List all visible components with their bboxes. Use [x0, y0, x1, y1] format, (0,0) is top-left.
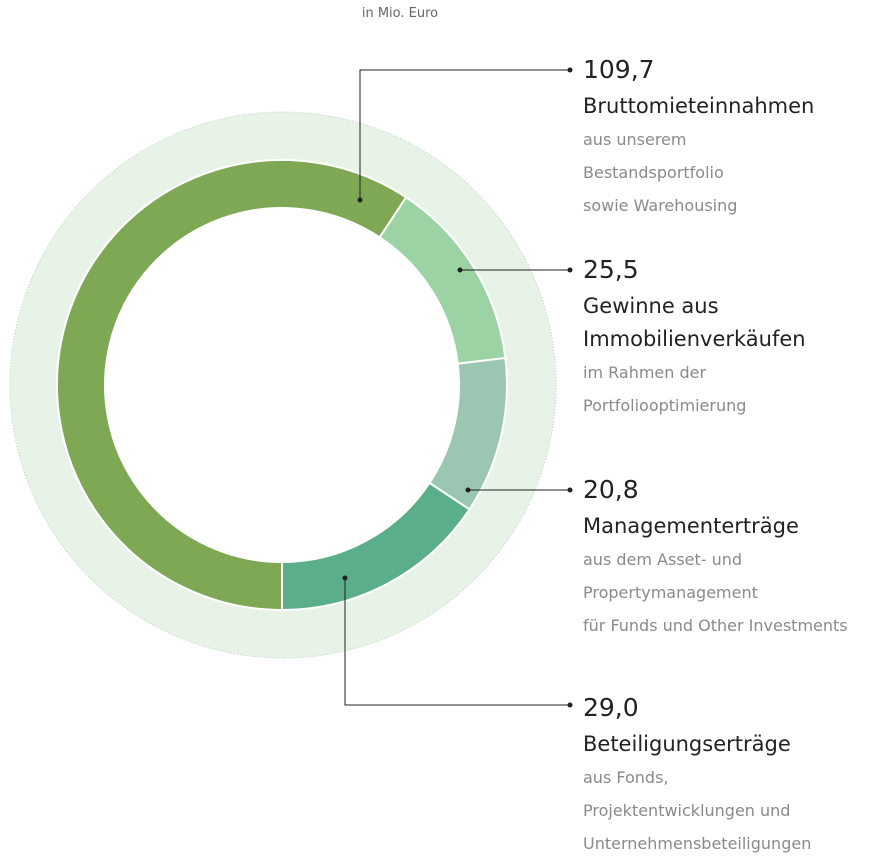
leader-line — [344, 578, 570, 706]
category-label: Gewinne aus Immobilienverkäufen — [583, 294, 806, 351]
description-line: aus dem Asset- und — [583, 550, 743, 569]
leader-dot — [567, 487, 573, 493]
label-block: 109,7 Bruttomieteinnahmen aus unserem Besta… — [583, 52, 868, 222]
description-line: aus unserem — [583, 130, 687, 149]
value-label: 25,5 — [583, 255, 639, 284]
description-line: im Rahmen der — [583, 363, 707, 382]
value-label: 20,8 — [583, 475, 639, 504]
label-block: 20,8 Managementerträge aus dem Asset- und P… — [583, 472, 868, 642]
description-line: aus Fonds, — [583, 768, 669, 787]
leader-dot — [465, 487, 471, 493]
leader-dot — [567, 702, 573, 708]
leader-dot — [567, 267, 573, 273]
inner-circle — [105, 208, 459, 562]
leader-dot — [567, 67, 573, 73]
category-label: Managementerträge — [583, 514, 799, 538]
donut-segment — [56, 159, 408, 612]
value-label: 29,0 — [583, 693, 639, 722]
description-line: Bestandsportfolio — [583, 163, 724, 182]
leader-dot — [342, 575, 348, 581]
category-label: Beteiligungserträge — [583, 732, 791, 756]
description-line: Unternehmensbeteiligungen — [583, 834, 812, 853]
description-line: sowie Warehousing — [583, 196, 738, 215]
label-block: 29,0 Beteiligungserträge aus Fonds, Projekt… — [583, 690, 868, 860]
leader-dot — [357, 197, 363, 203]
category-label: Bruttomieteinnahmen — [583, 94, 815, 118]
value-label: 109,7 — [583, 55, 655, 84]
leader-line — [359, 69, 570, 200]
donut-segment — [281, 481, 471, 612]
leader-dot — [457, 267, 463, 273]
label-block: 25,5 Gewinne aus Immobilienverkäufen im Ra… — [583, 252, 868, 422]
description-line: Portfoliooptimierung — [583, 396, 747, 415]
description-line: für Funds und Other Investments — [583, 616, 848, 635]
description-line: Projektentwicklungen und — [583, 801, 791, 820]
subtitle: in Mio. Euro — [361, 6, 439, 21]
description-line: Propertymanagement — [583, 583, 758, 602]
